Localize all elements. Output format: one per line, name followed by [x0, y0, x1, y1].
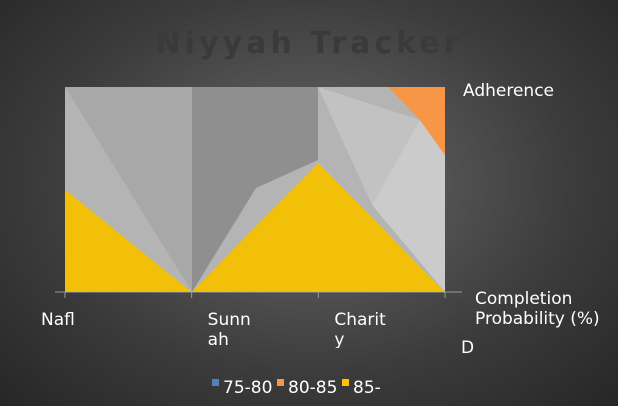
surface-facet — [318, 87, 420, 205]
x-tick-label: D — [461, 338, 475, 358]
legend-label: 85- — [353, 378, 381, 398]
legend-swatch — [277, 379, 284, 386]
depth-axis-label: Adherence — [463, 81, 555, 99]
surface-facet — [65, 87, 192, 292]
x-tick-label: Charity — [334, 310, 386, 348]
x-tick-label: Sunnah — [207, 310, 251, 348]
legend-swatch — [342, 379, 349, 386]
legend-swatch — [212, 379, 219, 386]
orange-band — [388, 87, 445, 155]
surface-facet — [372, 120, 445, 292]
value-axis-label: Completion Probability (%) — [475, 289, 600, 329]
x-tick-label: Nafl — [41, 310, 75, 330]
surface-band — [65, 162, 445, 292]
legend-label: 80-85 — [288, 378, 338, 398]
surface-facet — [192, 87, 318, 292]
legend-label: 75-80 — [223, 378, 273, 398]
chart-title: Niyyah Tracker — [155, 26, 463, 61]
